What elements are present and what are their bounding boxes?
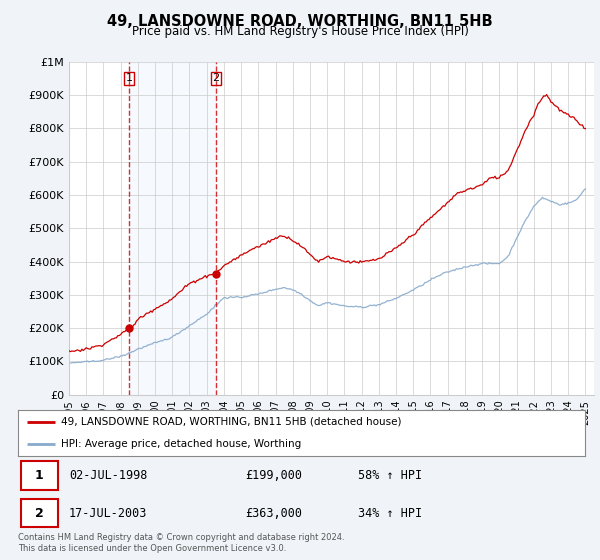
Text: 2: 2 (212, 73, 220, 83)
Text: HPI: Average price, detached house, Worthing: HPI: Average price, detached house, Wort… (61, 438, 301, 449)
Text: 49, LANSDOWNE ROAD, WORTHING, BN11 5HB: 49, LANSDOWNE ROAD, WORTHING, BN11 5HB (107, 14, 493, 29)
Text: 49, LANSDOWNE ROAD, WORTHING, BN11 5HB (detached house): 49, LANSDOWNE ROAD, WORTHING, BN11 5HB (… (61, 417, 401, 427)
Text: 17-JUL-2003: 17-JUL-2003 (69, 507, 148, 520)
Text: Contains HM Land Registry data © Crown copyright and database right 2024.
This d: Contains HM Land Registry data © Crown c… (18, 533, 344, 553)
Text: 02-JUL-1998: 02-JUL-1998 (69, 469, 148, 482)
Text: 2: 2 (35, 507, 44, 520)
Text: £363,000: £363,000 (245, 507, 302, 520)
Bar (129, 62, 216, 395)
FancyBboxPatch shape (21, 499, 58, 528)
Text: 1: 1 (126, 73, 133, 83)
Text: Price paid vs. HM Land Registry's House Price Index (HPI): Price paid vs. HM Land Registry's House … (131, 25, 469, 38)
Text: 34% ↑ HPI: 34% ↑ HPI (358, 507, 422, 520)
Text: 58% ↑ HPI: 58% ↑ HPI (358, 469, 422, 482)
Text: £199,000: £199,000 (245, 469, 302, 482)
FancyBboxPatch shape (21, 461, 58, 489)
Text: 1: 1 (35, 469, 44, 482)
